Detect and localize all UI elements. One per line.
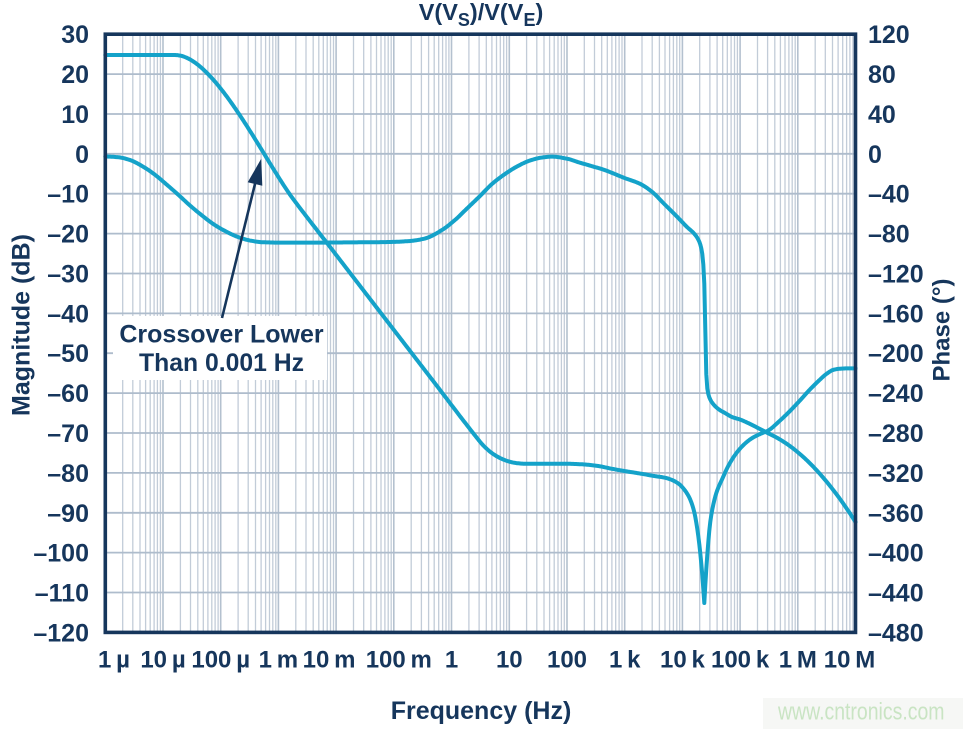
svg-text:1 M: 1 M — [779, 647, 817, 674]
svg-text:–90: –90 — [47, 500, 89, 528]
svg-text:100: 100 — [547, 647, 587, 674]
svg-text:10 m: 10 m — [303, 647, 356, 674]
svg-text:–280: –280 — [868, 420, 924, 448]
svg-text:–70: –70 — [47, 420, 89, 448]
svg-text:–360: –360 — [868, 500, 924, 528]
svg-text:100 m: 100 m — [366, 647, 432, 674]
svg-text:–440: –440 — [868, 580, 924, 608]
svg-text:–100: –100 — [33, 540, 89, 568]
svg-text:0: 0 — [868, 141, 882, 169]
svg-text:–240: –240 — [868, 380, 924, 408]
svg-text:–480: –480 — [868, 619, 924, 647]
svg-text:1 k: 1 k — [609, 647, 641, 674]
svg-text:20: 20 — [61, 61, 89, 89]
svg-text:–40: –40 — [868, 181, 910, 209]
svg-text:120: 120 — [868, 21, 910, 49]
svg-text:100 k: 100 k — [711, 647, 770, 674]
svg-text:10 µ: 10 µ — [140, 647, 185, 674]
svg-text:–50: –50 — [47, 340, 89, 368]
svg-text:–120: –120 — [33, 619, 89, 647]
svg-text:40: 40 — [868, 101, 896, 129]
svg-text:1: 1 — [445, 647, 458, 674]
svg-text:80: 80 — [868, 61, 896, 89]
svg-text:–200: –200 — [868, 340, 924, 368]
svg-text:Phase (°): Phase (°) — [929, 279, 956, 382]
svg-text:10 M: 10 M — [824, 647, 876, 674]
svg-text:–10: –10 — [47, 181, 89, 209]
svg-text:–60: –60 — [47, 380, 89, 408]
svg-text:–20: –20 — [47, 221, 89, 249]
svg-text:–400: –400 — [868, 540, 924, 568]
svg-text:www.cntronics.com: www.cntronics.com — [777, 699, 944, 726]
svg-text:1 m: 1 m — [259, 647, 299, 674]
svg-text:Magnitude (dB): Magnitude (dB) — [8, 234, 36, 416]
svg-text:30: 30 — [61, 21, 89, 49]
svg-text:–320: –320 — [868, 460, 924, 488]
svg-text:–80: –80 — [47, 460, 89, 488]
svg-text:Frequency (Hz): Frequency (Hz) — [391, 697, 572, 725]
svg-text:10 k: 10 k — [660, 647, 706, 674]
svg-text:Crossover Lower: Crossover Lower — [119, 320, 324, 348]
svg-text:V(VS)/V(VE): V(VS)/V(VE) — [419, 0, 544, 30]
svg-text:0: 0 — [75, 141, 89, 169]
svg-text:10: 10 — [61, 101, 89, 129]
svg-text:–160: –160 — [868, 300, 924, 328]
svg-text:–120: –120 — [868, 261, 924, 289]
svg-text:Than 0.001 Hz: Than 0.001 Hz — [139, 349, 304, 377]
svg-text:100 µ: 100 µ — [191, 647, 250, 674]
svg-text:–40: –40 — [47, 300, 89, 328]
svg-text:–110: –110 — [35, 580, 89, 608]
svg-text:1 µ: 1 µ — [98, 647, 130, 674]
svg-text:10: 10 — [496, 647, 523, 674]
svg-text:–30: –30 — [47, 261, 89, 289]
svg-text:–80: –80 — [868, 221, 910, 249]
